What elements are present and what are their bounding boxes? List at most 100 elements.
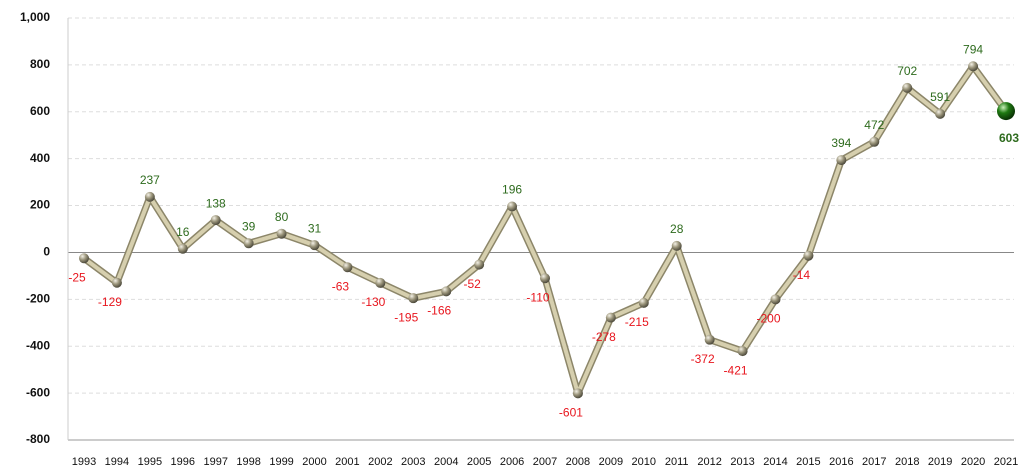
x-tick-label: 2007: [533, 456, 557, 468]
data-label: 472: [864, 118, 884, 132]
data-label: -601: [559, 406, 583, 420]
x-tick-label: 1994: [105, 456, 129, 468]
data-label: 31: [308, 221, 322, 235]
point: [968, 61, 979, 72]
data-label: -14: [793, 268, 811, 282]
x-tick-label: 2000: [302, 456, 326, 468]
x-tick-label: 2005: [467, 456, 491, 468]
x-tick-label: 2006: [500, 456, 524, 468]
data-label: -52: [463, 277, 481, 291]
data-label: 16: [176, 225, 190, 239]
point: [869, 136, 880, 147]
point: [375, 277, 386, 288]
x-tick-label: 2014: [763, 456, 787, 468]
point: [638, 297, 649, 308]
point: [836, 155, 847, 166]
point: [309, 240, 320, 251]
data-label: 702: [897, 64, 917, 78]
x-tick-label: 1999: [269, 456, 293, 468]
data-label: 794: [963, 42, 983, 56]
data-label: -195: [394, 310, 418, 324]
x-tick-label: 2017: [862, 456, 886, 468]
x-tick-label: 1993: [72, 456, 96, 468]
data-label: -200: [756, 312, 780, 326]
y-tick-label: 1,000: [20, 10, 50, 24]
y-tick-label: -800: [26, 432, 50, 446]
x-tick-label: 2021: [994, 456, 1018, 468]
data-label: -166: [427, 304, 451, 318]
data-label: -129: [98, 295, 122, 309]
data-label: -278: [592, 330, 616, 344]
x-tick-label: 2019: [928, 456, 952, 468]
y-tick-label: -400: [26, 338, 50, 352]
x-tick-label: 2004: [434, 456, 458, 468]
x-tick-label: 2011: [665, 456, 689, 468]
point: [704, 334, 715, 345]
data-label: -421: [724, 363, 748, 377]
point: [507, 201, 518, 212]
x-tick-label: 2016: [829, 456, 853, 468]
x-tick-label: 2018: [895, 456, 919, 468]
point: [902, 82, 913, 93]
y-tick-label: 800: [30, 57, 50, 71]
point: [770, 294, 781, 305]
point: [408, 293, 419, 304]
x-tick-label: 2015: [796, 456, 820, 468]
data-label: 28: [670, 222, 684, 236]
point: [441, 286, 452, 297]
data-label: 603: [999, 131, 1019, 145]
point: [144, 191, 155, 202]
x-tick-label: 2009: [599, 456, 623, 468]
x-tick-label: 2020: [961, 456, 985, 468]
x-tick-label: 1998: [236, 456, 260, 468]
data-label: 80: [275, 210, 289, 224]
data-label: 394: [831, 136, 851, 150]
data-label: -63: [332, 279, 350, 293]
y-tick-label: 0: [43, 245, 50, 259]
point: [572, 388, 583, 399]
x-tick-label: 2012: [697, 456, 721, 468]
point: [737, 346, 748, 357]
point: [935, 108, 946, 119]
data-label: 196: [502, 183, 522, 197]
data-label: -110: [526, 290, 549, 304]
x-tick-label: 2013: [730, 456, 754, 468]
x-tick-label: 1997: [203, 456, 227, 468]
y-tick-label: 600: [30, 104, 50, 118]
x-tick-label: 1996: [171, 456, 195, 468]
y-tick-label: -600: [26, 385, 50, 399]
x-tick-label: 2010: [632, 456, 656, 468]
point: [177, 243, 188, 254]
x-tick-label: 1995: [138, 456, 162, 468]
line-shadow: [81, 62, 1009, 397]
data-label: -372: [691, 352, 715, 366]
point: [605, 312, 616, 323]
y-tick-label: 400: [30, 151, 50, 165]
x-tick-label: 2001: [335, 456, 359, 468]
point: [243, 238, 254, 249]
point: [79, 253, 89, 264]
point: [342, 262, 353, 273]
y-tick-label: 200: [30, 198, 50, 212]
x-tick-label: 2002: [368, 456, 392, 468]
data-label: 237: [140, 173, 160, 187]
line: [82, 64, 1008, 396]
data-label: 138: [206, 196, 226, 210]
point: [540, 273, 550, 284]
data-label: -25: [68, 270, 86, 284]
x-tick-label: 2008: [566, 456, 590, 468]
data-label: 39: [242, 219, 256, 233]
data-label: -130: [361, 295, 385, 309]
point: [671, 240, 682, 251]
point: [474, 259, 485, 270]
data-label: -215: [625, 315, 649, 329]
x-tick-label: 2003: [401, 456, 425, 468]
highlight-point: [997, 102, 1015, 121]
y-tick-label: -200: [26, 292, 50, 306]
data-label: 591: [930, 90, 950, 104]
point: [210, 215, 221, 226]
point: [111, 277, 122, 288]
point: [276, 228, 287, 239]
